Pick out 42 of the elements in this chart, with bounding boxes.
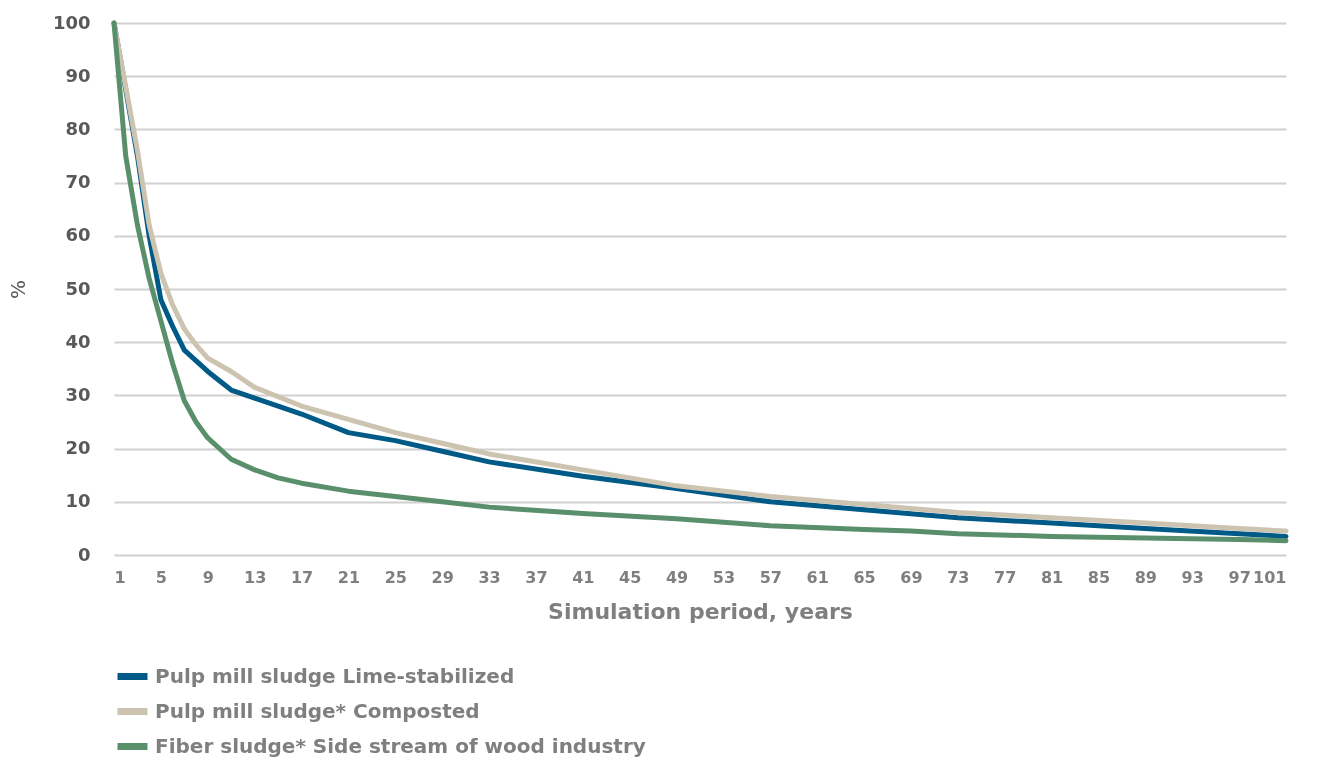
x-tick-label: 45 (619, 567, 642, 587)
x-tick-label: 69 (900, 567, 923, 587)
y-tick-label: 50 (65, 277, 91, 299)
x-tick-label: 17 (290, 567, 314, 587)
y-tick-label: 70 (65, 171, 91, 193)
y-tick-label: 40 (65, 330, 91, 352)
x-tick-label: 93 (1181, 567, 1204, 587)
y-tick-label: 100 (52, 11, 91, 33)
x-tick-label: 65 (853, 567, 876, 587)
x-tick-label: 9 (202, 567, 214, 587)
x-tick-label: 77 (994, 567, 1017, 587)
x-tick-label: 61 (806, 567, 829, 587)
y-tick-label: 0 (77, 543, 91, 565)
x-tick-label: 53 (712, 567, 736, 587)
y-tick-label: 10 (65, 490, 91, 512)
x-tick-label: 73 (947, 567, 970, 587)
x-axis-title: Simulation period, years (548, 598, 853, 624)
x-tick-label: 85 (1087, 567, 1111, 587)
y-tick-label: 90 (65, 64, 91, 86)
y-tick-label: 60 (65, 224, 91, 246)
x-tick-label: 57 (759, 567, 782, 587)
x-tick-label: 13 (244, 567, 267, 587)
x-tick-label: 49 (665, 567, 689, 587)
x-tick-label: 97 (1228, 567, 1251, 587)
x-tick-label: 25 (384, 567, 407, 587)
x-tick-label: 37 (525, 567, 548, 587)
x-tick-label: 81 (1040, 567, 1064, 587)
y-tick-label: 80 (65, 117, 91, 139)
x-tick-label: 1 (114, 567, 126, 587)
y-tick-label: 30 (65, 383, 91, 405)
legend-label: Pulp mill sludge Lime-stabilized (155, 663, 515, 688)
x-tick-label: 5 (155, 567, 167, 587)
legend-label: Fiber sludge* Side stream of wood industry (155, 733, 646, 758)
y-axis-title: % (5, 279, 30, 300)
x-tick-label: 29 (431, 567, 454, 587)
x-tick-label: 33 (478, 567, 501, 587)
y-tick-label: 20 (65, 437, 91, 459)
x-tick-label: 101 (1253, 567, 1287, 587)
x-tick-label: 89 (1134, 567, 1157, 587)
x-tick-label: 21 (337, 567, 361, 587)
legend-label: Pulp mill sludge* Composted (155, 698, 480, 723)
x-tick-label: 41 (572, 567, 595, 587)
